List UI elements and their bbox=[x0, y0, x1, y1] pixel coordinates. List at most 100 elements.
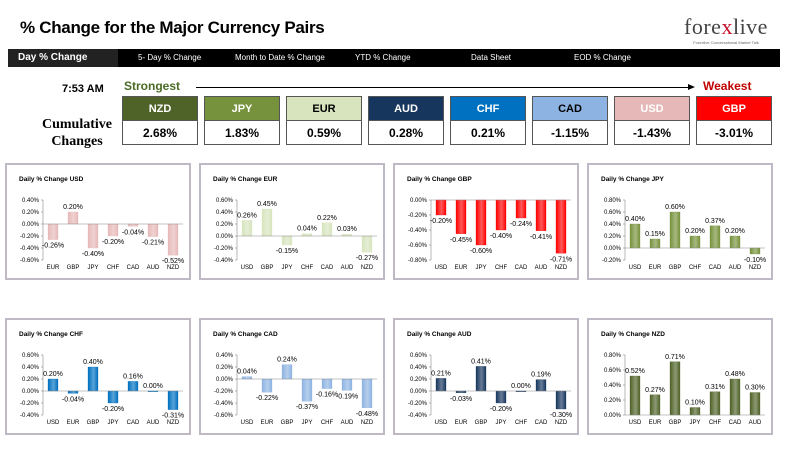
tab-month-to-date-change[interactable]: Month to Date % Change bbox=[235, 53, 325, 62]
category-label: JPY bbox=[475, 265, 486, 271]
pair-value: -1.15% bbox=[532, 121, 608, 145]
data-label: 0.26% bbox=[237, 212, 257, 219]
pair-jpy: JPY 1.83% bbox=[204, 96, 280, 145]
bar bbox=[341, 378, 353, 391]
timestamp: 7:53 AM bbox=[62, 83, 104, 95]
pair-chf: CHF 0.21% bbox=[450, 96, 526, 145]
data-label: -0.22% bbox=[256, 395, 278, 402]
bar bbox=[107, 390, 119, 404]
bar bbox=[261, 378, 273, 393]
data-label: -0.21% bbox=[142, 240, 164, 247]
y-tick-label: 0.40% bbox=[216, 353, 234, 359]
forexlive-logo[interactable]: forexlive Forexlive Conversational Marke… bbox=[680, 14, 772, 45]
bar bbox=[629, 375, 641, 416]
data-label: -0.71% bbox=[550, 256, 572, 263]
pair-name: GBP bbox=[696, 96, 772, 121]
category-label: NZD bbox=[555, 420, 568, 426]
category-label: CAD bbox=[535, 420, 548, 426]
chart-panel: Daily % Change CHF -0.40% -0.20% 0.00% 0.20%… bbox=[5, 318, 191, 435]
category-label: EUR bbox=[67, 420, 80, 426]
bar bbox=[321, 378, 333, 389]
y-tick-label: 0.60% bbox=[22, 353, 40, 359]
y-tick-label: -0.60% bbox=[20, 258, 40, 264]
y-tick-label: -0.20% bbox=[408, 401, 428, 407]
category-label: JPY bbox=[281, 265, 292, 271]
bar bbox=[555, 390, 567, 410]
bar bbox=[555, 199, 567, 254]
category-label: USD bbox=[629, 265, 642, 271]
category-label: GBP bbox=[261, 265, 274, 271]
y-tick-label: -0.20% bbox=[602, 258, 622, 264]
pair-name: NZD bbox=[122, 96, 198, 121]
y-tick-label: 0.00% bbox=[22, 222, 40, 228]
category-label: NZD bbox=[167, 265, 180, 271]
data-label: 0.30% bbox=[745, 385, 765, 392]
category-label: JPY bbox=[87, 265, 98, 271]
bar bbox=[301, 378, 313, 402]
bar bbox=[689, 407, 701, 416]
bar bbox=[535, 199, 547, 231]
data-label: -0.40% bbox=[82, 251, 104, 258]
category-label: CHF bbox=[709, 420, 722, 426]
bar bbox=[87, 223, 99, 249]
y-tick-label: 0.80% bbox=[604, 353, 622, 359]
category-label: JPY bbox=[689, 420, 700, 426]
pair-value: 1.83% bbox=[204, 121, 280, 145]
y-tick-label: 0.20% bbox=[604, 398, 622, 404]
y-tick-label: 0.40% bbox=[604, 222, 622, 228]
data-label: 0.48% bbox=[725, 371, 745, 378]
y-tick-label: -0.80% bbox=[408, 258, 428, 264]
bar bbox=[87, 366, 99, 392]
bar bbox=[689, 235, 701, 249]
bar bbox=[47, 378, 59, 392]
bar bbox=[361, 235, 373, 253]
y-tick-label: -0.20% bbox=[214, 246, 234, 252]
tab-eod-change[interactable]: EOD % Change bbox=[574, 53, 631, 62]
category-label: GBP bbox=[669, 420, 682, 426]
tab-5-day-change[interactable]: 5- Day % Change bbox=[138, 53, 202, 62]
data-label: -0.52% bbox=[162, 258, 184, 265]
y-tick-label: -0.20% bbox=[20, 234, 40, 240]
pair-usd: USD -1.43% bbox=[614, 96, 690, 145]
tab-ytd-change[interactable]: YTD % Change bbox=[355, 53, 411, 62]
bar bbox=[321, 222, 333, 237]
category-label: GBP bbox=[67, 265, 80, 271]
data-label: 0.40% bbox=[625, 216, 645, 223]
category-label: CHF bbox=[515, 420, 528, 426]
data-label: 0.22% bbox=[317, 215, 337, 222]
pair-eur: EUR 0.59% bbox=[286, 96, 362, 145]
category-label: CHF bbox=[107, 265, 120, 271]
category-label: AUD bbox=[749, 420, 762, 426]
y-tick-label: 0.40% bbox=[22, 365, 40, 371]
y-tick-label: -0.40% bbox=[214, 258, 234, 264]
chart-title: Daily % Change EUR bbox=[213, 176, 278, 183]
category-label: USD bbox=[47, 420, 60, 426]
data-label: 0.24% bbox=[277, 357, 297, 364]
data-label: 0.60% bbox=[665, 204, 685, 211]
category-label: AUD bbox=[147, 420, 160, 426]
bar bbox=[47, 223, 59, 240]
bar bbox=[435, 199, 447, 216]
category-label: CAD bbox=[515, 265, 528, 271]
pair-value: 2.68% bbox=[122, 121, 198, 145]
bar bbox=[495, 390, 507, 404]
tab-day-change[interactable]: Day % Change bbox=[8, 49, 118, 67]
pair-value: 0.59% bbox=[286, 121, 362, 145]
tab-data-sheet[interactable]: Data Sheet bbox=[471, 53, 512, 62]
category-label: USD bbox=[435, 420, 448, 426]
pair-gbp: GBP -3.01% bbox=[696, 96, 772, 145]
chart-panel: Daily % Change USD -0.60% -0.40% -0.20% 0.00… bbox=[5, 163, 191, 280]
pair-name: AUD bbox=[368, 96, 444, 121]
category-label: USD bbox=[629, 420, 642, 426]
category-label: CAD bbox=[127, 420, 140, 426]
chart-panel: Daily % Change CAD -0.60% -0.40% -0.20% 0.00… bbox=[199, 318, 385, 435]
data-label: 0.04% bbox=[297, 226, 317, 233]
bar bbox=[749, 247, 761, 255]
category-label: NZD bbox=[555, 265, 568, 271]
data-label: -0.20% bbox=[102, 406, 124, 413]
bar bbox=[729, 235, 741, 249]
data-label: -0.27% bbox=[356, 255, 378, 262]
pair-value: -3.01% bbox=[696, 121, 772, 145]
bar bbox=[475, 366, 487, 392]
bar bbox=[669, 361, 681, 416]
